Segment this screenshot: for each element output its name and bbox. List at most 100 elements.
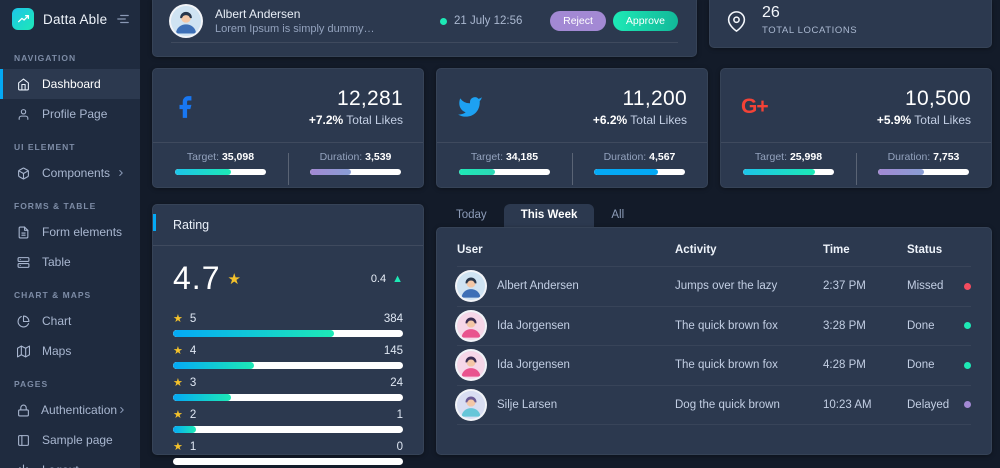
row-status: Done xyxy=(907,319,935,332)
sidebar-item-components[interactable]: Components xyxy=(0,158,140,188)
pie-chart-icon xyxy=(17,315,31,328)
notification-card: Albert Andersen Lorem Ipsum is simply du… xyxy=(152,0,697,57)
locations-label: TOTAL LOCATIONS xyxy=(762,25,858,36)
rating-bar-2 xyxy=(173,426,403,433)
activity-section: Today This Week All User Activity Time S… xyxy=(436,204,992,455)
rating-average: 4.7 xyxy=(173,260,221,296)
rating-bar-3 xyxy=(173,394,403,401)
locations-value: 26 xyxy=(762,4,780,21)
avatar xyxy=(171,6,201,36)
tab-all[interactable]: All xyxy=(611,209,625,221)
row-status: Delayed xyxy=(907,398,950,411)
row-status: Done xyxy=(907,359,935,372)
rating-row-4: ★ 4 145 xyxy=(173,344,403,369)
facebook-growth: +7.2% Total Likes xyxy=(308,113,403,127)
approve-button[interactable]: Approve xyxy=(612,11,678,31)
twitter-card: 11,200 +6.2% Total Likes Target: 34,185 … xyxy=(436,68,708,188)
server-icon xyxy=(17,256,31,269)
avatar xyxy=(457,351,485,380)
row-time: 3:28 PM xyxy=(823,319,866,332)
star-icon: ★ xyxy=(173,345,183,357)
table-row[interactable]: Ida Jorgensen The quick brown fox 3:28 P… xyxy=(457,305,971,346)
sidebar-item-logout[interactable]: Logout xyxy=(0,455,140,468)
google-plus-total-likes: 10,500 xyxy=(904,87,971,110)
google-plus-card: G+ 10,500 +5.9% Total Likes Target: 25,9… xyxy=(720,68,992,188)
rating-bar-4 xyxy=(173,362,403,369)
chevron-right-icon xyxy=(117,405,127,415)
arrow-up-icon: ▲ xyxy=(392,272,403,285)
row-user-name: Silje Larsen xyxy=(497,398,558,411)
status-dot xyxy=(964,401,971,409)
sidebar-item-authentication[interactable]: Authentication xyxy=(0,395,140,425)
row-time: 10:23 AM xyxy=(823,398,872,411)
google-plus-icon: G+ xyxy=(741,95,769,118)
google-plus-target-bar xyxy=(743,169,834,175)
facebook-duration-bar xyxy=(310,169,401,175)
avatar xyxy=(457,272,485,301)
nav-section-ui-element: UI ELEMENT xyxy=(14,142,76,152)
nav-section-chart-maps: CHART & MAPS xyxy=(14,290,92,300)
twitter-duration-bar xyxy=(594,169,685,175)
power-icon xyxy=(17,464,31,468)
rating-row-5: ★ 5 384 xyxy=(173,312,403,337)
sidebar-item-dashboard[interactable]: Dashboard xyxy=(0,69,140,99)
activity-table-card: User Activity Time Status xyxy=(436,227,992,455)
sidebar-item-chart[interactable]: Chart xyxy=(0,306,140,336)
brand-logo-icon xyxy=(12,8,34,30)
star-icon: ★ xyxy=(173,409,183,421)
reject-button[interactable]: Reject xyxy=(550,11,606,31)
facebook-target-stat: Target: 35,098 xyxy=(153,151,288,175)
sidebar: Datta Able NAVIGATION Dashboard Profile … xyxy=(0,0,140,468)
box-icon xyxy=(17,167,31,180)
google-plus-target-stat: Target: 25,998 xyxy=(721,151,856,175)
nav-section-forms-table: FORMS & TABLE xyxy=(14,201,97,211)
sidebar-toggle-icon[interactable] xyxy=(116,12,130,26)
brand-name: Datta Able xyxy=(43,11,108,27)
row-activity: The quick brown fox xyxy=(675,319,778,332)
row-time: 2:37 PM xyxy=(823,280,866,293)
tab-today[interactable]: Today xyxy=(456,209,487,221)
twitter-total-likes: 11,200 xyxy=(622,87,687,110)
row-activity: The quick brown fox xyxy=(675,359,778,372)
avatar xyxy=(457,311,485,340)
brand: Datta Able xyxy=(0,0,140,40)
row-user-name: Albert Andersen xyxy=(497,280,579,293)
table-row[interactable]: Ida Jorgensen The quick brown fox 4:28 P… xyxy=(457,345,971,385)
nav-section-pages: PAGES xyxy=(14,379,49,389)
sidebar-item-maps[interactable]: Maps xyxy=(0,336,140,366)
row-status: Missed xyxy=(907,280,944,293)
star-icon: ★ xyxy=(227,270,241,288)
avatar xyxy=(457,390,485,419)
map-pin-icon xyxy=(726,11,747,32)
main-content: Albert Andersen Lorem Ipsum is simply du… xyxy=(140,0,1000,468)
tab-this-week[interactable]: This Week xyxy=(503,204,595,227)
google-plus-duration-bar xyxy=(878,169,969,175)
chevron-right-icon xyxy=(116,168,126,178)
rating-change: 0.4 ▲ xyxy=(370,272,403,285)
nav-section-navigation: NAVIGATION xyxy=(14,53,77,63)
sidebar-item-profile-page[interactable]: Profile Page xyxy=(0,99,140,129)
map-icon xyxy=(17,345,31,358)
facebook-icon xyxy=(173,94,199,120)
sidebar-item-form-elements[interactable]: Form elements xyxy=(0,217,140,247)
sidebar-layout-icon xyxy=(17,434,31,447)
lock-icon xyxy=(17,404,30,417)
row-time: 4:28 PM xyxy=(823,359,866,372)
total-locations-card: 26 TOTAL LOCATIONS xyxy=(709,0,992,48)
user-icon xyxy=(17,108,31,121)
twitter-duration-stat: Duration: 4,567 xyxy=(572,151,707,175)
home-icon xyxy=(17,78,31,91)
row-user-name: Ida Jorgensen xyxy=(497,319,570,332)
twitter-target-stat: Target: 34,185 xyxy=(437,151,572,175)
table-row[interactable]: Albert Andersen Jumps over the lazy 2:37… xyxy=(457,266,971,306)
activity-tabs: Today This Week All xyxy=(436,204,992,227)
star-icon: ★ xyxy=(173,377,183,389)
rating-bar-5 xyxy=(173,330,403,337)
table-row[interactable]: Silje Larsen Dog the quick brown 10:23 A… xyxy=(457,384,971,425)
sidebar-item-sample-page[interactable]: Sample page xyxy=(0,425,140,455)
sidebar-item-table[interactable]: Table xyxy=(0,247,140,277)
notification-user-name: Albert Andersen xyxy=(215,7,301,21)
rating-card: Rating 4.7 ★ 0.4 ▲ ★ 5 384 ★ 4 1 xyxy=(152,204,424,465)
google-plus-duration-stat: Duration: 7,753 xyxy=(856,151,991,175)
twitter-icon xyxy=(457,94,483,120)
